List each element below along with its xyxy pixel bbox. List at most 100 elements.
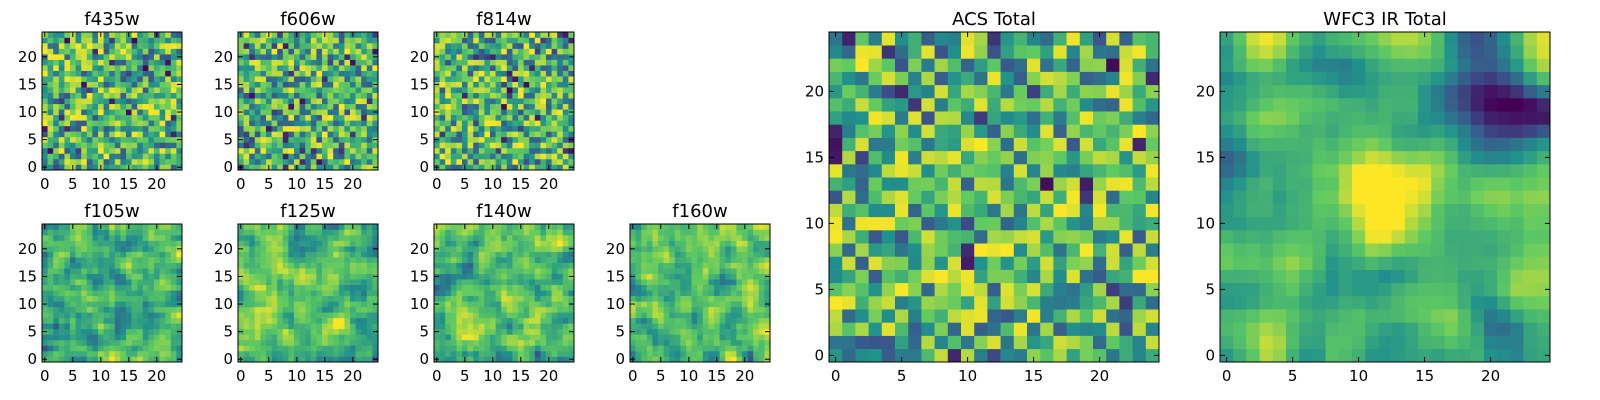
heatmap-cell <box>1079 309 1094 323</box>
heatmap-cell <box>562 164 569 171</box>
heatmap-cell <box>361 125 368 132</box>
heatmap-cell <box>1093 243 1107 257</box>
heatmap-cell <box>154 312 160 319</box>
heatmap-cell <box>282 284 289 291</box>
heatmap-cell <box>98 279 104 286</box>
heatmap-cell <box>663 312 670 319</box>
heatmap-cell <box>238 114 244 121</box>
heatmap-cell <box>506 356 513 363</box>
heatmap-cell <box>708 246 715 252</box>
heatmap-cell <box>551 301 558 308</box>
heatmap-cell <box>47 334 54 341</box>
heatmap-cell <box>540 65 547 71</box>
heatmap-cell <box>344 109 351 116</box>
heatmap-cell <box>165 246 172 252</box>
heatmap-cell <box>305 350 312 357</box>
heatmap-cell <box>473 98 480 105</box>
heatmap-cell <box>730 262 737 269</box>
heatmap-cell <box>42 98 48 105</box>
heatmap-cell <box>282 229 289 236</box>
heatmap-cell <box>271 350 278 357</box>
heatmap-cell <box>456 70 463 77</box>
heatmap-cell <box>895 322 909 336</box>
heatmap-cell <box>81 257 88 263</box>
heatmap-cell <box>512 246 519 252</box>
heatmap-cell <box>109 142 116 149</box>
heatmap-cell <box>243 76 250 82</box>
heatmap-cell <box>484 229 491 236</box>
heatmap-cell <box>271 76 278 82</box>
heatmap-cell <box>154 279 160 286</box>
heatmap-cell <box>658 339 664 346</box>
heatmap-cell <box>495 356 502 363</box>
heatmap-cell <box>75 153 82 160</box>
heatmap-cell <box>753 334 760 341</box>
heatmap-cell <box>165 301 172 308</box>
heatmap-cell <box>350 48 356 55</box>
heatmap-cell <box>758 328 765 335</box>
heatmap-cell <box>523 356 530 363</box>
heatmap-cell <box>148 279 155 286</box>
heatmap-cell <box>243 147 250 154</box>
heatmap-cell <box>238 240 244 247</box>
heatmap-cell <box>646 246 653 252</box>
heatmap-cell <box>165 81 172 88</box>
heatmap-cell <box>159 240 166 247</box>
heatmap-cell <box>562 92 569 99</box>
heatmap-cell <box>652 224 659 230</box>
heatmap-cell <box>557 257 564 263</box>
heatmap-cell <box>277 125 284 132</box>
heatmap-cell <box>450 158 457 165</box>
heatmap-cell <box>434 240 440 247</box>
heatmap-cell <box>126 262 132 269</box>
heatmap-cell <box>249 251 256 258</box>
heatmap-cell <box>680 251 687 258</box>
heatmap-cell <box>947 348 962 363</box>
heatmap-cell <box>1132 190 1147 204</box>
heatmap-cell <box>103 92 110 99</box>
heatmap-cell <box>691 279 698 286</box>
heatmap-cell <box>350 136 356 143</box>
heatmap-cell <box>895 269 909 284</box>
heatmap-cell <box>663 295 670 302</box>
heatmap-cell <box>473 32 480 38</box>
heatmap-cell <box>344 131 351 138</box>
heatmap-cell <box>445 114 452 121</box>
heatmap-cell <box>450 76 457 82</box>
heatmap-cell <box>652 356 659 363</box>
heatmap-cell <box>495 240 502 247</box>
heatmap-cell <box>98 43 104 49</box>
heatmap-cell <box>730 295 737 302</box>
heatmap-cell <box>159 273 166 280</box>
heatmap-cell <box>70 136 76 143</box>
heatmap-cell <box>260 32 267 38</box>
heatmap-cell <box>669 268 676 274</box>
heatmap-cell <box>131 251 138 258</box>
heatmap-cell <box>702 229 709 236</box>
heatmap-cell <box>512 339 519 346</box>
heatmap-cell <box>254 339 261 346</box>
heatmap-cell <box>109 328 116 335</box>
heatmap-cell <box>439 339 446 346</box>
x-tick-label: 15 <box>511 367 530 385</box>
heatmap-cell <box>103 284 110 291</box>
heatmap-cell <box>551 114 558 121</box>
heatmap-cell <box>238 323 244 330</box>
heatmap-cell <box>310 257 317 263</box>
heatmap-cell <box>439 306 446 313</box>
heatmap-cell <box>322 334 328 341</box>
heatmap-cell <box>372 158 379 165</box>
heatmap-cell <box>467 48 474 55</box>
heatmap-cell <box>557 109 564 116</box>
heatmap-cell <box>1079 335 1094 350</box>
heatmap-cell <box>1132 243 1147 257</box>
heatmap-cell <box>742 334 748 341</box>
heatmap-cell <box>271 257 278 263</box>
heatmap-cell <box>137 262 144 269</box>
heatmap-cell <box>868 230 883 244</box>
heatmap-cell <box>344 312 351 319</box>
heatmap-cells <box>434 224 575 363</box>
heatmap-cell <box>355 131 362 138</box>
heatmap-cell <box>243 334 250 341</box>
panel-title: f105w <box>84 201 139 222</box>
